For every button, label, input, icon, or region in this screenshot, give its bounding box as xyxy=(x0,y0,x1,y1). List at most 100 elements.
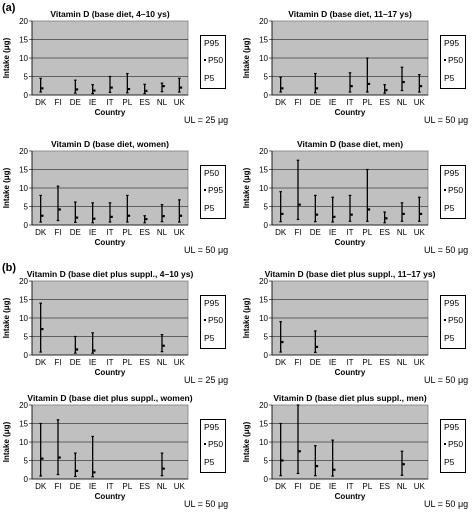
p95-point xyxy=(39,194,42,196)
p5-point xyxy=(39,221,42,223)
p95-point xyxy=(331,439,334,441)
legend-entry: P5 xyxy=(444,333,455,343)
p50-point xyxy=(41,214,44,217)
p5-point xyxy=(108,221,112,223)
legend-entry: P95 xyxy=(204,298,220,308)
legend-marker xyxy=(444,189,446,191)
p50-point xyxy=(281,340,284,344)
chart-title: Vitamin D (base diet plus suppl., 11–17 … xyxy=(265,269,436,279)
p5-point xyxy=(178,91,181,93)
x-axis-label: Country xyxy=(335,108,366,117)
p95-point xyxy=(279,191,282,193)
legend-entry: P5 xyxy=(204,203,215,213)
y-tick-label: 0 xyxy=(24,91,29,100)
y-tick-label: 15 xyxy=(19,166,28,175)
p5-point xyxy=(91,352,94,354)
legend-entry: P5 xyxy=(444,457,455,467)
ul-note: UL = 25 μg xyxy=(184,375,229,385)
y-tick-label: 5 xyxy=(24,457,29,466)
y-tick-label: 15 xyxy=(259,420,268,429)
p5-point xyxy=(348,91,352,93)
p95-point xyxy=(296,159,300,161)
x-tick-label: NL xyxy=(397,358,408,367)
legend-marker xyxy=(444,319,446,321)
x-tick-label: UK xyxy=(414,228,426,237)
p5-point xyxy=(383,222,386,224)
y-axis-label: Intake (μg) xyxy=(242,167,251,208)
p95-point xyxy=(400,202,404,204)
legend-entry: P50 xyxy=(208,315,224,325)
legend-entry: P50 xyxy=(448,315,464,325)
p95-point xyxy=(314,194,317,196)
p5-point xyxy=(160,221,164,223)
p50-point xyxy=(402,212,405,215)
y-axis-label: Intake (μg) xyxy=(2,37,11,78)
p5-point xyxy=(74,475,77,478)
p5-point xyxy=(39,91,42,93)
y-tick-label: 10 xyxy=(19,438,28,447)
ul-note: UL = 50 μg xyxy=(424,115,469,125)
p50-point xyxy=(402,463,405,466)
chart-panel: Vitamin D (base diet, 4–10 ys) 0 5 10 15 20 DK… xyxy=(0,6,232,134)
chart-panel: Vitamin D (base diet plus suppl., 4–10 y… xyxy=(0,266,232,394)
legend-marker xyxy=(204,59,206,61)
x-tick-label: IT xyxy=(346,482,353,491)
x-tick-label: DK xyxy=(275,98,287,107)
p95-point xyxy=(178,199,181,201)
x-axis-label: Country xyxy=(335,492,366,501)
ul-note: UL = 50 μg xyxy=(184,245,229,255)
p5-point xyxy=(296,218,300,221)
y-tick-label: 0 xyxy=(264,351,269,360)
y-tick-label: 10 xyxy=(259,54,268,63)
p50-point xyxy=(281,87,284,90)
p5-point xyxy=(143,92,146,95)
legend-marker xyxy=(204,189,206,191)
x-tick-label: IE xyxy=(89,482,97,491)
x-tick-label: ES xyxy=(139,228,150,237)
p50-point xyxy=(75,88,79,91)
x-tick-label: UK xyxy=(174,482,186,491)
legend: P95 P50 P5 xyxy=(200,35,226,89)
x-tick-label: DK xyxy=(35,358,47,367)
chart-panel: Vitamin D (base diet, women) 0 5 10 15 20 DK FI… xyxy=(0,136,232,264)
p95-point xyxy=(178,77,181,79)
x-tick-label: NL xyxy=(397,482,408,491)
p50-point xyxy=(385,217,388,220)
x-tick-label: DE xyxy=(310,358,321,367)
p5-point xyxy=(160,475,164,477)
p50-point xyxy=(162,85,165,88)
x-tick-label: FI xyxy=(54,228,61,237)
p50-point xyxy=(145,217,148,221)
y-tick-label: 0 xyxy=(264,91,269,100)
x-tick-label: NL xyxy=(157,228,168,237)
x-tick-label: NL xyxy=(157,98,168,107)
p5-point xyxy=(331,221,334,223)
p95-point xyxy=(91,202,94,204)
p5-point xyxy=(39,475,42,477)
p5-point xyxy=(314,221,317,223)
p95-point xyxy=(400,450,404,452)
p95-point xyxy=(418,196,421,198)
x-tick-label: IE xyxy=(329,228,337,237)
p95-point xyxy=(39,422,42,425)
ul-note: UL = 50 μg xyxy=(424,375,469,385)
chart-svg: Vitamin D (base diet plus suppl., 4–10 y… xyxy=(2,269,193,377)
p5-point xyxy=(418,220,421,222)
p95-point xyxy=(314,330,317,332)
y-tick-label: 0 xyxy=(24,475,29,484)
p5-point xyxy=(56,219,60,222)
p50-point xyxy=(419,85,423,88)
legend: P95 P50 P5 xyxy=(440,419,466,473)
legend-entry: P95 xyxy=(208,185,224,195)
x-tick-label: PL xyxy=(362,228,372,237)
p50-point xyxy=(281,212,284,215)
p5-point xyxy=(279,475,282,477)
p50-point xyxy=(402,80,405,84)
p5-point xyxy=(108,91,112,94)
x-tick-label: PL xyxy=(362,98,372,107)
y-tick-label: 10 xyxy=(19,54,28,63)
p50-point xyxy=(367,208,371,211)
p50-point xyxy=(350,85,353,88)
p50-point xyxy=(110,86,113,89)
p95-point xyxy=(108,75,112,78)
